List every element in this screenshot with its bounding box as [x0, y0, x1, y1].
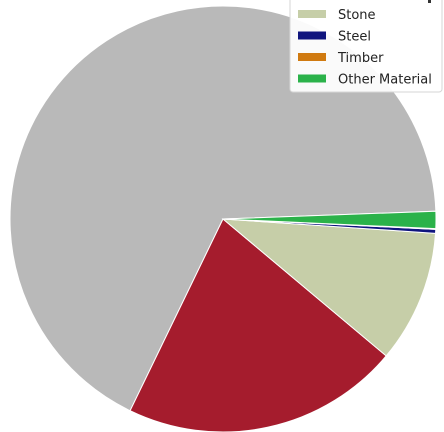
- pie-slices: [9, 5, 437, 432]
- pie-slice-other-material: [222, 210, 437, 230]
- legend-box: [289, 0, 443, 93]
- legend-swatch-timber: [298, 53, 326, 61]
- legend-swatch-stone: [298, 10, 326, 18]
- pie-slice-unlabeled-1: [129, 218, 387, 432]
- legend: Stone Steel Timber Other Material: [289, 0, 443, 93]
- legend-label-other-material: Other Material: [338, 73, 432, 88]
- legend-label-stone: Stone: [338, 8, 376, 23]
- pie-slice-stone: [221, 218, 437, 357]
- legend-swatch-steel: [298, 31, 326, 40]
- legend-cutoff-mark: [428, 0, 431, 3]
- legend-label-steel: Steel: [338, 30, 371, 45]
- legend-swatch-other-material: [298, 74, 326, 83]
- legend-label-timber: Timber: [337, 51, 384, 66]
